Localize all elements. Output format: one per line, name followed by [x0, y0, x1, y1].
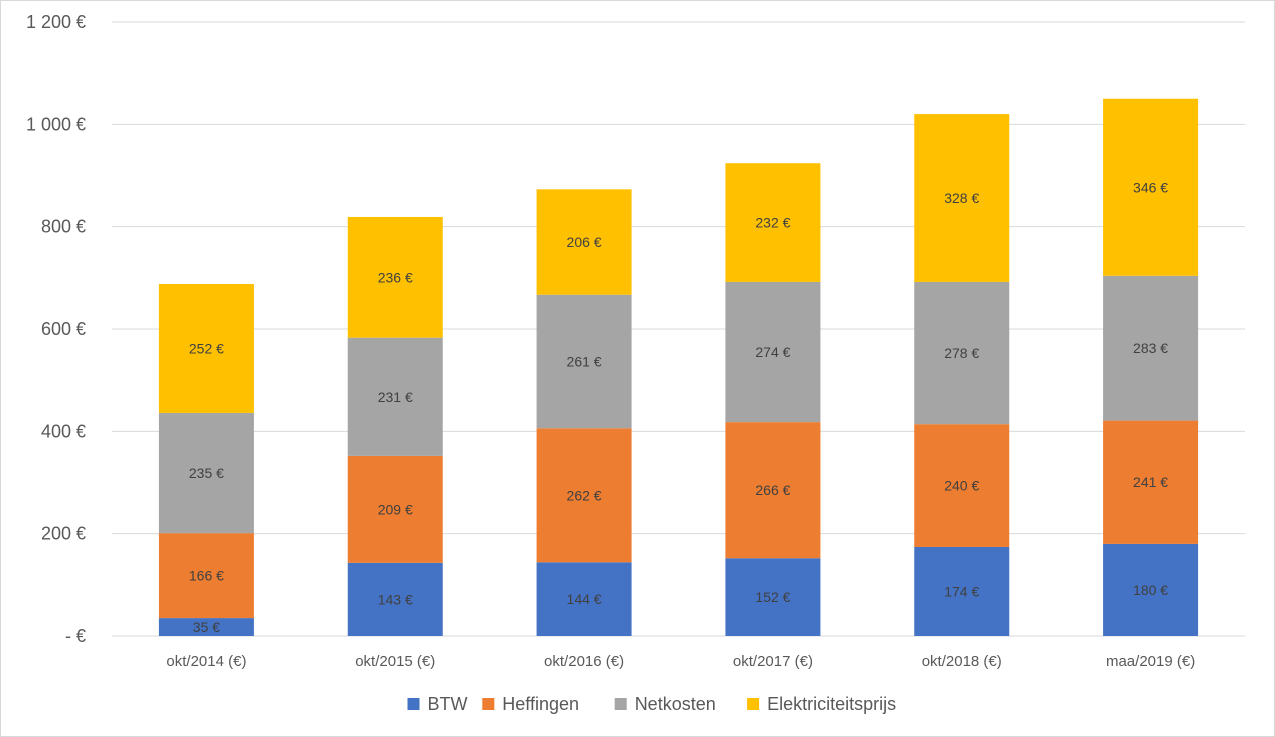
- legend-label: Elektriciteitsprijs: [767, 694, 896, 714]
- bar-segment: [914, 424, 1010, 547]
- y-tick-label: 200 €: [41, 524, 86, 544]
- legend-label: Heffingen: [502, 694, 579, 714]
- bar-segment: [158, 412, 254, 534]
- data-label: 278 €: [944, 345, 979, 361]
- bar-segment: [725, 163, 821, 282]
- data-label: 283 €: [1133, 340, 1168, 356]
- data-label: 143 €: [378, 591, 413, 607]
- y-tick-label: 1 200 €: [26, 12, 86, 32]
- bar-segment: [1103, 420, 1199, 544]
- legend: BTW Heffingen Netkosten Elektriciteitsprijs: [407, 694, 896, 714]
- bar-segment: [914, 281, 1010, 425]
- x-tick-label: okt/2017 (€): [733, 653, 813, 670]
- data-label: 35 €: [193, 619, 220, 635]
- legend-label: Netkosten: [635, 694, 716, 714]
- y-tick-label: 800 €: [41, 217, 86, 237]
- data-label: 240 €: [944, 478, 979, 494]
- y-tick-label: 400 €: [41, 421, 86, 441]
- bar-segment: [158, 283, 254, 413]
- data-label: 232 €: [755, 215, 790, 231]
- bar-segment: [347, 216, 443, 338]
- x-tick-label: okt/2014 (€): [166, 653, 246, 670]
- x-tick-label: okt/2018 (€): [922, 653, 1002, 670]
- data-label: 328 €: [944, 190, 979, 206]
- data-label: 236 €: [378, 269, 413, 285]
- bar-segment: [725, 281, 821, 423]
- bar-segment: [347, 562, 443, 636]
- bar-segment: [914, 546, 1010, 636]
- bar-segment: [914, 114, 1010, 282]
- bar-segment: [536, 294, 632, 429]
- data-label: 252 €: [189, 340, 224, 356]
- legend-swatch: [482, 698, 495, 710]
- bars: [158, 98, 1199, 636]
- bar-segment: [158, 618, 254, 636]
- data-label: 180 €: [1133, 582, 1168, 598]
- y-tick-label: 600 €: [41, 319, 86, 339]
- bar-segment: [347, 337, 443, 456]
- y-tick-label: 1 000 €: [26, 114, 86, 134]
- bar-segment: [347, 455, 443, 563]
- data-label: 144 €: [567, 591, 602, 607]
- gridlines: [112, 21, 1245, 637]
- data-label: 209 €: [378, 501, 413, 517]
- y-axis-tick-labels: - € 200 € 400 € 600 € 800 € 1 000 € 1 200 €: [26, 12, 86, 646]
- data-label: 174 €: [944, 583, 979, 599]
- x-axis-tick-labels: okt/2014 (€) okt/2015 (€) okt/2016 (€) okt/…: [166, 653, 1195, 670]
- x-tick-label: maa/2019 (€): [1106, 653, 1195, 670]
- legend-swatch: [407, 698, 420, 710]
- data-label: 266 €: [755, 482, 790, 498]
- bar-segment: [158, 533, 254, 619]
- bar-segment: [725, 558, 821, 636]
- legend-label: BTW: [428, 694, 468, 714]
- data-label: 346 €: [1133, 179, 1168, 195]
- data-label: 261 €: [567, 353, 602, 369]
- data-label: 231 €: [378, 389, 413, 405]
- data-label: 241 €: [1133, 474, 1168, 490]
- data-label: 206 €: [567, 234, 602, 250]
- bar-segment: [536, 428, 632, 563]
- bar-segment: [1103, 543, 1199, 636]
- data-label: 262 €: [567, 487, 602, 503]
- data-label: 166 €: [189, 568, 224, 584]
- legend-swatch: [614, 698, 627, 710]
- bar-segment: [1103, 275, 1199, 421]
- x-tick-label: okt/2016 (€): [544, 653, 624, 670]
- bar-segment: [536, 562, 632, 636]
- data-label: 152 €: [755, 589, 790, 605]
- data-label: 235 €: [189, 465, 224, 481]
- x-tick-label: okt/2015 (€): [355, 653, 435, 670]
- data-label: 274 €: [755, 344, 790, 360]
- bar-segment: [536, 189, 632, 295]
- y-tick-label: - €: [65, 626, 86, 646]
- data-labels: 35 € 166 € 235 € 252 € 143 € 209 € 231 € 236 € 1…: [189, 179, 1168, 635]
- bar-segment: [725, 422, 821, 559]
- bar-segment: [1103, 98, 1199, 276]
- legend-swatch: [747, 698, 760, 710]
